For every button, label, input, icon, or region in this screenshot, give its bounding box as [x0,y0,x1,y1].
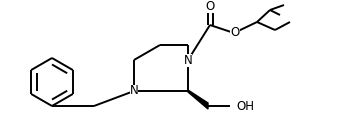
Text: N: N [130,84,138,98]
Text: OH: OH [236,99,254,112]
Text: N: N [184,54,192,67]
Polygon shape [188,90,208,109]
Text: O: O [205,0,215,13]
Text: O: O [230,26,240,39]
